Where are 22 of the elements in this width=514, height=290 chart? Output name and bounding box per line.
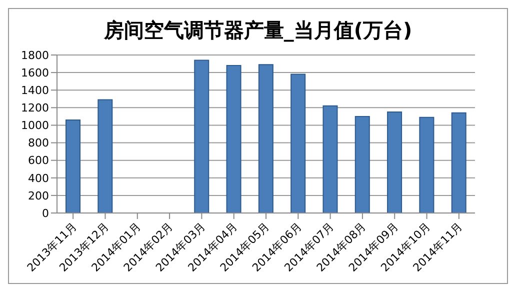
y-tick-label: 200 — [28, 189, 49, 202]
bar — [387, 112, 402, 213]
bar — [290, 74, 306, 213]
y-tick-label: 400 — [28, 172, 49, 185]
y-tick-label: 1200 — [21, 102, 49, 115]
y-tick-label: 1400 — [21, 84, 49, 98]
chart-title: 房间空气调节器产量_当月值(万台) — [102, 17, 414, 44]
bar — [354, 116, 370, 213]
y-tick-label: 800 — [28, 136, 49, 150]
y-tick-label: 1800 — [21, 48, 49, 62]
bar — [66, 119, 80, 213]
bar — [258, 64, 274, 213]
bar — [322, 105, 338, 213]
y-tick-label: 1000 — [21, 119, 49, 132]
bar — [419, 116, 434, 213]
y-tick-label: 600 — [28, 154, 49, 168]
bar — [226, 65, 242, 213]
bar — [194, 60, 210, 213]
y-tick-label: 0 — [42, 206, 49, 220]
y-tick-label: 1600 — [21, 66, 49, 80]
bar — [98, 99, 113, 213]
bar — [451, 112, 466, 213]
